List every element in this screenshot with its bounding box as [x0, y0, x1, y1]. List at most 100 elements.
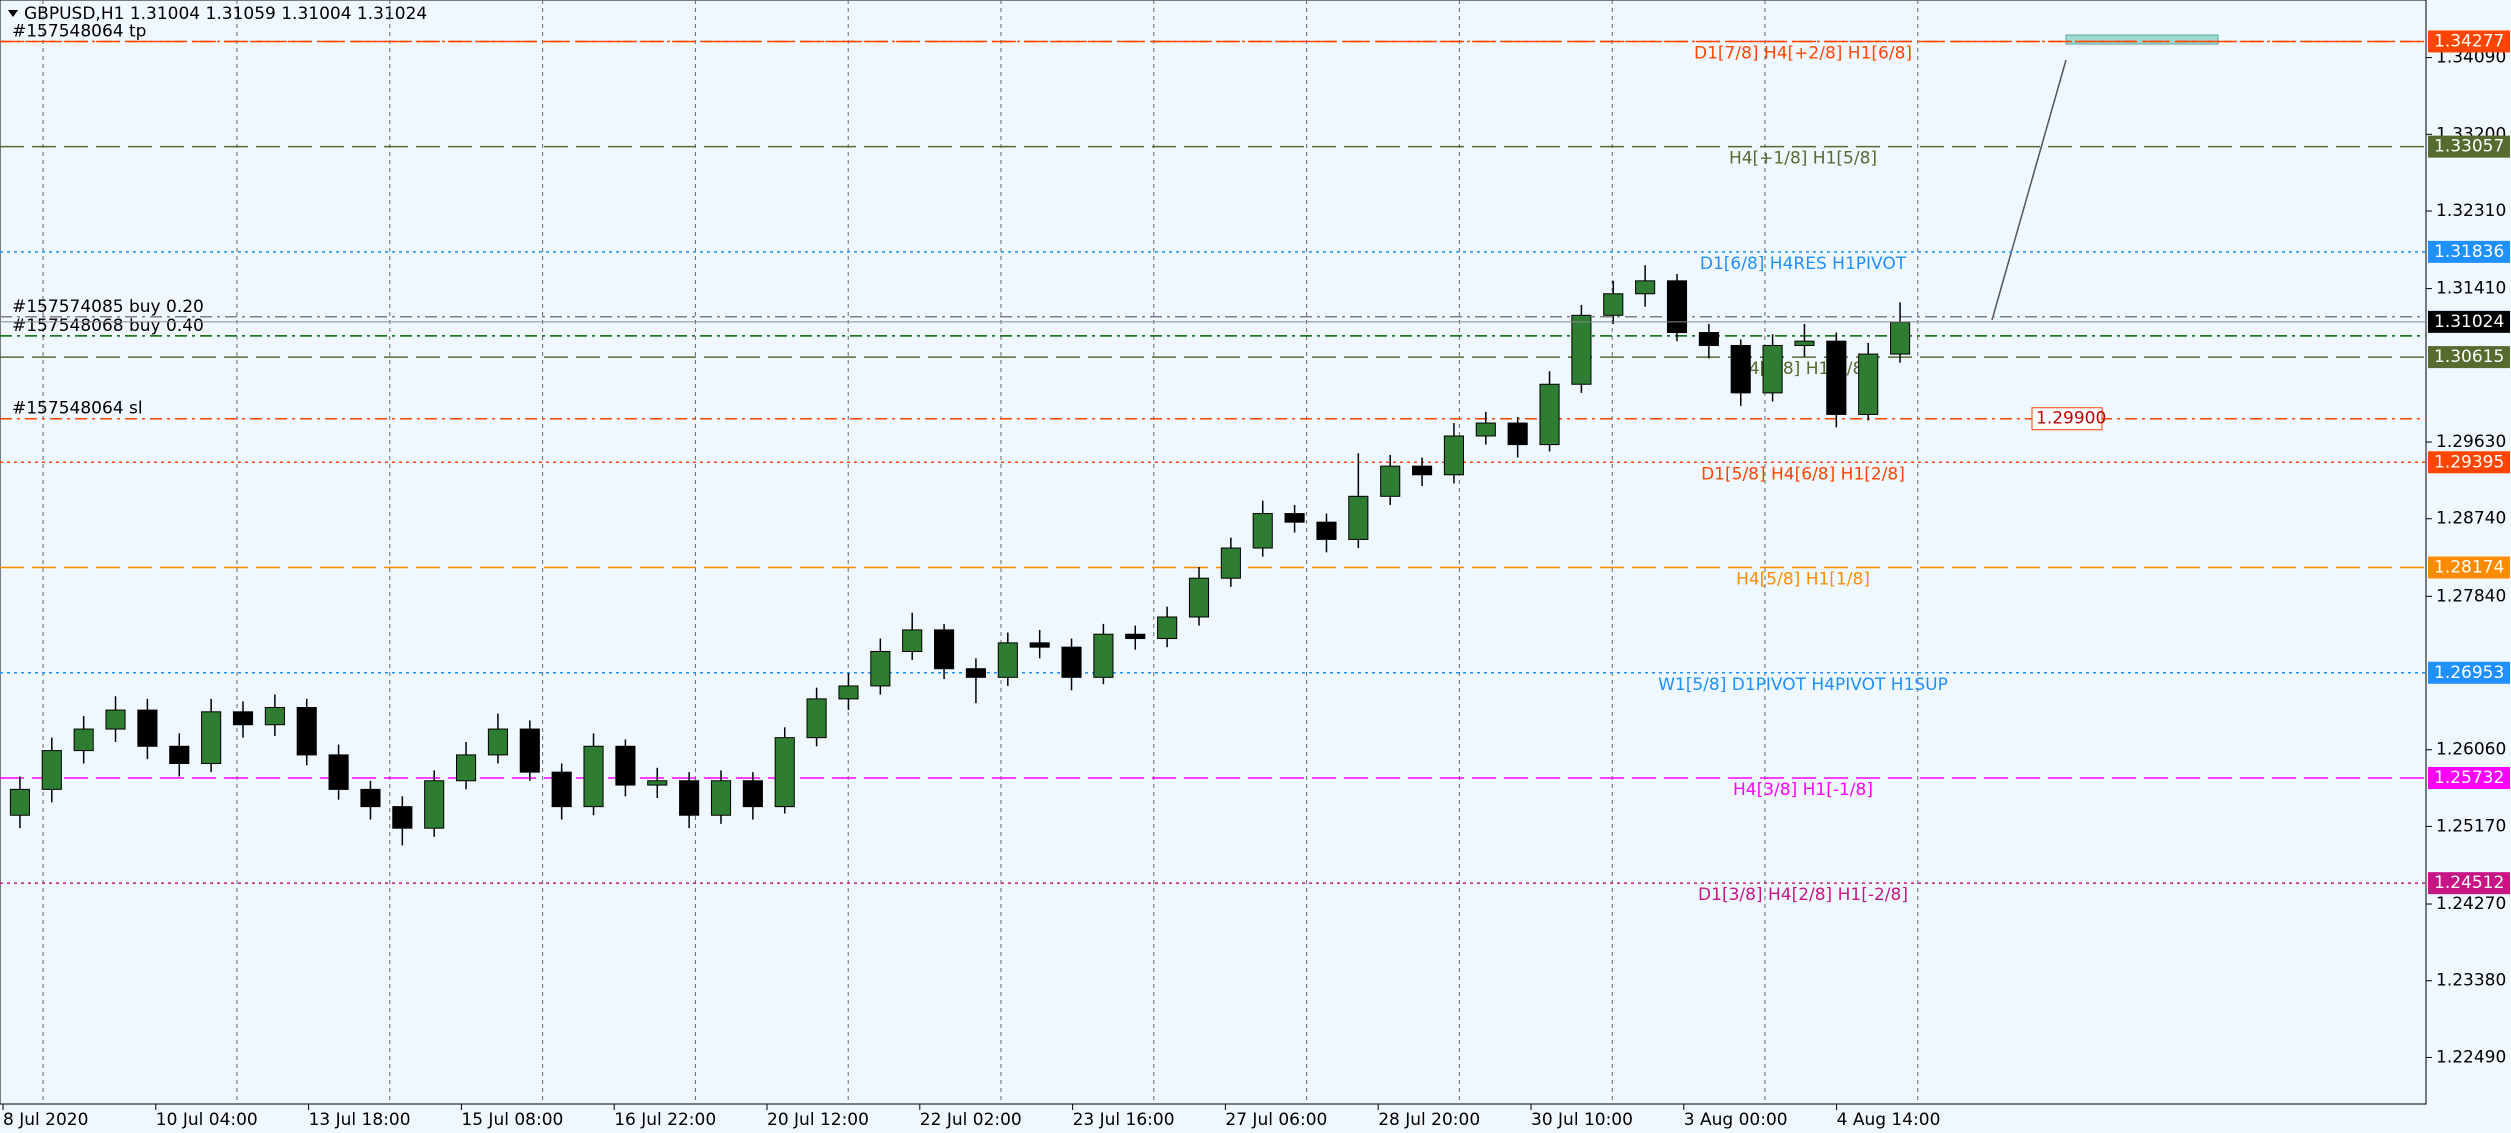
order-label: #157574085 buy 0.20: [12, 297, 204, 317]
candle-body: [1029, 642, 1050, 648]
candle-body: [1316, 521, 1337, 540]
y-tick-label: 1.26060: [2436, 740, 2506, 760]
order-price-label: 1.29900: [2036, 409, 2106, 429]
level-label: D1[7/8] H4[+2/8] H1[6/8]: [1694, 43, 1912, 63]
price-box-label: 1.34277: [2434, 31, 2504, 51]
price-box: [2428, 135, 2510, 158]
candle-body: [1571, 314, 1592, 385]
y-tick-label: 1.32310: [2436, 201, 2506, 221]
collapse-arrow[interactable]: [8, 10, 18, 17]
price-box-label: 1.33057: [2434, 137, 2504, 157]
candle-body: [392, 806, 413, 829]
candle-body: [1539, 383, 1560, 446]
candle-body: [997, 642, 1018, 678]
x-tick-label: 4 Aug 14:00: [1837, 1110, 1941, 1130]
candle-body: [105, 709, 126, 730]
price-box-label: 1.28174: [2434, 558, 2504, 578]
candle-body: [1826, 340, 1847, 415]
candle-body: [1348, 495, 1369, 540]
x-tick-label: 3 Aug 00:00: [1684, 1110, 1788, 1130]
candle-body: [232, 711, 254, 726]
candle-body: [1284, 513, 1305, 523]
price-box-label: 1.24512: [2434, 873, 2504, 893]
candle-body: [870, 650, 891, 687]
level-label: D1[6/8] H4RES H1PIVOT: [1700, 254, 1907, 274]
level-label: H4[3/8] H1[-1/8]: [1733, 780, 1873, 800]
x-tick-label: 23 Jul 16:00: [1073, 1110, 1175, 1130]
candle-body: [1188, 577, 1210, 618]
price-box: [2428, 872, 2510, 895]
x-tick-label: 13 Jul 18:00: [309, 1110, 411, 1130]
candle-body: [360, 788, 381, 808]
candle-body: [1794, 340, 1815, 346]
y-tick-label: 1.27840: [2436, 586, 2506, 606]
candle-body: [583, 745, 604, 808]
order-label: #157548064 sl: [12, 399, 143, 419]
candle-body: [1698, 332, 1719, 346]
candle-body: [41, 750, 62, 790]
chart-title: GBPUSD,H1 1.31004 1.31059 1.31004 1.3102…: [24, 4, 427, 24]
price-box: [2428, 661, 2510, 684]
level-label: H4[5/8] H1[1/8]: [1736, 570, 1870, 590]
y-tick-label: 1.22490: [2436, 1047, 2506, 1067]
price-box: [2428, 346, 2510, 369]
candle-body: [679, 780, 700, 816]
candle-body: [456, 754, 477, 782]
candle-body: [742, 780, 763, 808]
candle-body: [1093, 633, 1114, 678]
y-tick-label: 1.29630: [2436, 432, 2506, 452]
candle-body: [934, 629, 955, 670]
x-tick-label: 28 Jul 20:00: [1378, 1110, 1480, 1130]
candle-body: [551, 771, 572, 808]
x-tick-label: 16 Jul 22:00: [614, 1110, 716, 1130]
x-tick-label: 22 Jul 02:00: [920, 1110, 1022, 1130]
y-tick-label: 1.23380: [2436, 971, 2506, 991]
candle-body: [424, 780, 445, 829]
y-tick-label: 1.25170: [2436, 816, 2506, 836]
candle-body: [1858, 353, 1879, 415]
candle-body: [774, 737, 795, 808]
candle-body: [487, 728, 508, 756]
y-tick-label: 1.31410: [2436, 279, 2506, 299]
price-box: [2428, 767, 2510, 790]
candle-body: [1380, 465, 1401, 497]
candle-body: [1475, 422, 1496, 437]
candle-body: [1252, 513, 1273, 549]
price-box-label: 1.31836: [2434, 242, 2504, 262]
level-label: D1[3/8] H4[2/8] H1[-2/8]: [1698, 885, 1908, 905]
candle-body: [806, 698, 827, 739]
candle-body: [201, 711, 222, 765]
candle-body: [1635, 280, 1656, 295]
bid-box: [2428, 310, 2510, 333]
price-box: [2428, 451, 2510, 474]
y-tick-label: 1.34090: [2436, 48, 2506, 68]
price-box: [2428, 240, 2510, 263]
level-label: D1[5/8] H4[6/8] H1[2/8]: [1701, 464, 1905, 484]
bid-label: 1.31024: [2434, 312, 2504, 332]
candle-body: [1157, 616, 1178, 640]
order-price-box: [2031, 407, 2103, 431]
price-box-label: 1.29395: [2434, 452, 2504, 472]
order-label: #157548064 tp: [12, 21, 146, 41]
candle-body: [264, 706, 285, 726]
projection-line: [1991, 59, 2067, 321]
y-tick-label: 1.28740: [2436, 509, 2506, 529]
candle-body: [1603, 293, 1624, 316]
order-label: #157548068 buy 0.40: [12, 316, 204, 336]
tp-projection: [2065, 34, 2219, 45]
plot-area: [0, 0, 2427, 1105]
candle-body: [296, 706, 317, 756]
candle-body: [965, 668, 986, 678]
price-box-label: 1.25732: [2434, 768, 2504, 788]
candle-body: [838, 685, 859, 700]
candle-body: [137, 709, 158, 747]
level-label: H4[7/8] H1[3/8]: [1736, 359, 1870, 379]
x-tick-label: 10 Jul 04:00: [156, 1110, 258, 1130]
candle-body: [1762, 344, 1783, 394]
candle-body: [1890, 321, 1911, 355]
price-box-label: 1.30615: [2434, 347, 2504, 367]
candle-body: [615, 745, 636, 786]
candle-body: [9, 788, 30, 816]
candle-body: [1666, 280, 1688, 334]
